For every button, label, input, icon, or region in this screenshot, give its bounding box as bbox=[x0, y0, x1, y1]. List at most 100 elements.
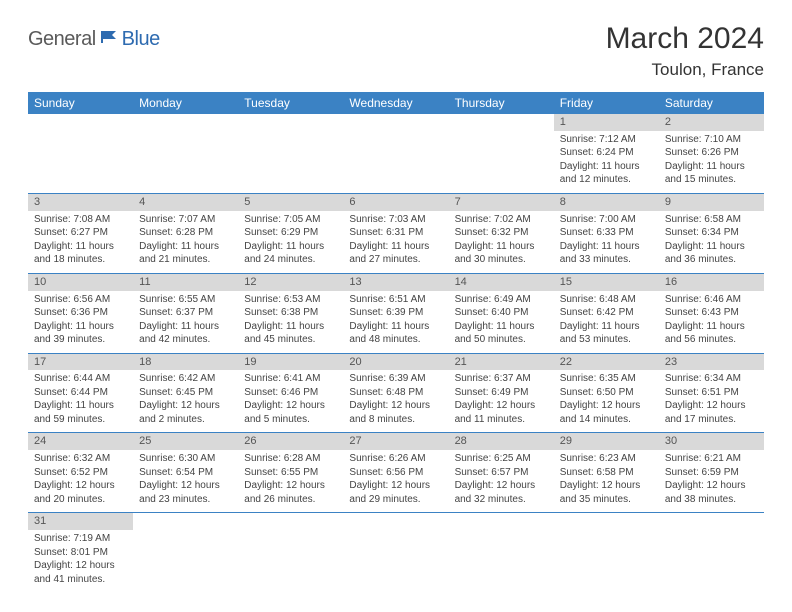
sunrise-line: Sunrise: 7:05 AM bbox=[244, 213, 337, 227]
sunset-line: Sunset: 6:54 PM bbox=[139, 466, 232, 480]
sunrise-line: Sunrise: 6:42 AM bbox=[139, 372, 232, 386]
daylight-line: Daylight: 12 hours bbox=[244, 399, 337, 413]
daylight-line: and 8 minutes. bbox=[349, 413, 442, 427]
daylight-line: Daylight: 11 hours bbox=[560, 320, 653, 334]
sunset-line: Sunset: 6:58 PM bbox=[560, 466, 653, 480]
day-detail-cell: Sunrise: 6:42 AMSunset: 6:45 PMDaylight:… bbox=[133, 370, 238, 433]
day-detail-cell: Sunrise: 6:34 AMSunset: 6:51 PMDaylight:… bbox=[659, 370, 764, 433]
daylight-line: Daylight: 12 hours bbox=[560, 399, 653, 413]
daylight-line: Daylight: 11 hours bbox=[455, 320, 548, 334]
weekday-header: Tuesday bbox=[238, 92, 343, 114]
sunset-line: Sunset: 6:55 PM bbox=[244, 466, 337, 480]
day-number-cell bbox=[343, 513, 448, 530]
day-number: 3 bbox=[34, 196, 40, 208]
day-number: 7 bbox=[455, 196, 461, 208]
day-detail-cell bbox=[238, 530, 343, 592]
sunset-line: Sunset: 6:36 PM bbox=[34, 306, 127, 320]
day-number: 30 bbox=[665, 435, 677, 447]
daylight-line: Daylight: 11 hours bbox=[244, 320, 337, 334]
day-number-cell: 24 bbox=[28, 433, 133, 450]
sunset-line: Sunset: 6:34 PM bbox=[665, 226, 758, 240]
daylight-line: Daylight: 12 hours bbox=[349, 479, 442, 493]
weekday-header-row: SundayMondayTuesdayWednesdayThursdayFrid… bbox=[28, 92, 764, 114]
day-number: 18 bbox=[139, 356, 151, 368]
daylight-line: Daylight: 11 hours bbox=[244, 240, 337, 254]
sunrise-line: Sunrise: 6:41 AM bbox=[244, 372, 337, 386]
daylight-line: and 48 minutes. bbox=[349, 333, 442, 347]
sunrise-line: Sunrise: 6:23 AM bbox=[560, 452, 653, 466]
day-number: 31 bbox=[34, 515, 46, 527]
sunset-line: Sunset: 6:38 PM bbox=[244, 306, 337, 320]
day-number-cell: 4 bbox=[133, 193, 238, 210]
day-number: 6 bbox=[349, 196, 355, 208]
sunrise-line: Sunrise: 6:28 AM bbox=[244, 452, 337, 466]
daylight-line: and 2 minutes. bbox=[139, 413, 232, 427]
daylight-line: and 21 minutes. bbox=[139, 253, 232, 267]
sunrise-line: Sunrise: 6:58 AM bbox=[665, 213, 758, 227]
day-number-cell: 7 bbox=[449, 193, 554, 210]
day-number-cell: 13 bbox=[343, 273, 448, 290]
day-number-cell: 5 bbox=[238, 193, 343, 210]
day-number-cell: 27 bbox=[343, 433, 448, 450]
daylight-line: and 18 minutes. bbox=[34, 253, 127, 267]
day-number: 11 bbox=[139, 276, 150, 288]
sunset-line: Sunset: 6:44 PM bbox=[34, 386, 127, 400]
daylight-line: and 26 minutes. bbox=[244, 493, 337, 507]
daylight-line: and 29 minutes. bbox=[349, 493, 442, 507]
day-detail-cell: Sunrise: 6:49 AMSunset: 6:40 PMDaylight:… bbox=[449, 291, 554, 354]
day-number: 23 bbox=[665, 356, 677, 368]
header: General Blue March 2024 Toulon, France bbox=[28, 22, 764, 80]
day-detail-cell: Sunrise: 6:37 AMSunset: 6:49 PMDaylight:… bbox=[449, 370, 554, 433]
daylight-line: Daylight: 12 hours bbox=[139, 399, 232, 413]
day-detail-cell: Sunrise: 7:03 AMSunset: 6:31 PMDaylight:… bbox=[343, 211, 448, 274]
day-number-row: 10111213141516 bbox=[28, 273, 764, 290]
day-detail-cell: Sunrise: 7:12 AMSunset: 6:24 PMDaylight:… bbox=[554, 131, 659, 194]
day-detail-cell: Sunrise: 6:46 AMSunset: 6:43 PMDaylight:… bbox=[659, 291, 764, 354]
daylight-line: and 38 minutes. bbox=[665, 493, 758, 507]
daylight-line: and 36 minutes. bbox=[665, 253, 758, 267]
sunrise-line: Sunrise: 6:51 AM bbox=[349, 293, 442, 307]
day-number: 17 bbox=[34, 356, 46, 368]
day-number-cell bbox=[28, 114, 133, 131]
day-detail-row: Sunrise: 7:12 AMSunset: 6:24 PMDaylight:… bbox=[28, 131, 764, 194]
sunrise-line: Sunrise: 7:10 AM bbox=[665, 133, 758, 147]
daylight-line: and 5 minutes. bbox=[244, 413, 337, 427]
day-number: 19 bbox=[244, 356, 256, 368]
daylight-line: and 32 minutes. bbox=[455, 493, 548, 507]
sunrise-line: Sunrise: 6:26 AM bbox=[349, 452, 442, 466]
sunrise-line: Sunrise: 7:08 AM bbox=[34, 213, 127, 227]
weekday-header: Friday bbox=[554, 92, 659, 114]
daylight-line: Daylight: 11 hours bbox=[349, 320, 442, 334]
day-number: 14 bbox=[455, 276, 467, 288]
sunset-line: Sunset: 6:26 PM bbox=[665, 146, 758, 160]
day-number-cell: 16 bbox=[659, 273, 764, 290]
sunset-line: Sunset: 6:29 PM bbox=[244, 226, 337, 240]
sunrise-line: Sunrise: 7:00 AM bbox=[560, 213, 653, 227]
day-number-cell: 20 bbox=[343, 353, 448, 370]
day-number-cell: 18 bbox=[133, 353, 238, 370]
daylight-line: and 33 minutes. bbox=[560, 253, 653, 267]
day-number-cell: 26 bbox=[238, 433, 343, 450]
sunset-line: Sunset: 6:32 PM bbox=[455, 226, 548, 240]
sunrise-line: Sunrise: 6:21 AM bbox=[665, 452, 758, 466]
day-number: 27 bbox=[349, 435, 361, 447]
day-detail-row: Sunrise: 6:56 AMSunset: 6:36 PMDaylight:… bbox=[28, 291, 764, 354]
day-detail-cell bbox=[659, 530, 764, 592]
sunrise-line: Sunrise: 6:48 AM bbox=[560, 293, 653, 307]
sunset-line: Sunset: 6:48 PM bbox=[349, 386, 442, 400]
sunset-line: Sunset: 6:31 PM bbox=[349, 226, 442, 240]
sunrise-line: Sunrise: 6:32 AM bbox=[34, 452, 127, 466]
day-detail-cell: Sunrise: 6:23 AMSunset: 6:58 PMDaylight:… bbox=[554, 450, 659, 513]
day-detail-cell: Sunrise: 6:53 AMSunset: 6:38 PMDaylight:… bbox=[238, 291, 343, 354]
day-number: 4 bbox=[139, 196, 145, 208]
day-detail-cell bbox=[554, 530, 659, 592]
day-detail-cell: Sunrise: 7:10 AMSunset: 6:26 PMDaylight:… bbox=[659, 131, 764, 194]
daylight-line: and 20 minutes. bbox=[34, 493, 127, 507]
daylight-line: and 45 minutes. bbox=[244, 333, 337, 347]
day-number-cell: 14 bbox=[449, 273, 554, 290]
sunset-line: Sunset: 6:51 PM bbox=[665, 386, 758, 400]
sunrise-line: Sunrise: 6:49 AM bbox=[455, 293, 548, 307]
daylight-line: and 12 minutes. bbox=[560, 173, 653, 187]
day-detail-cell: Sunrise: 6:51 AMSunset: 6:39 PMDaylight:… bbox=[343, 291, 448, 354]
day-detail-cell: Sunrise: 7:08 AMSunset: 6:27 PMDaylight:… bbox=[28, 211, 133, 274]
